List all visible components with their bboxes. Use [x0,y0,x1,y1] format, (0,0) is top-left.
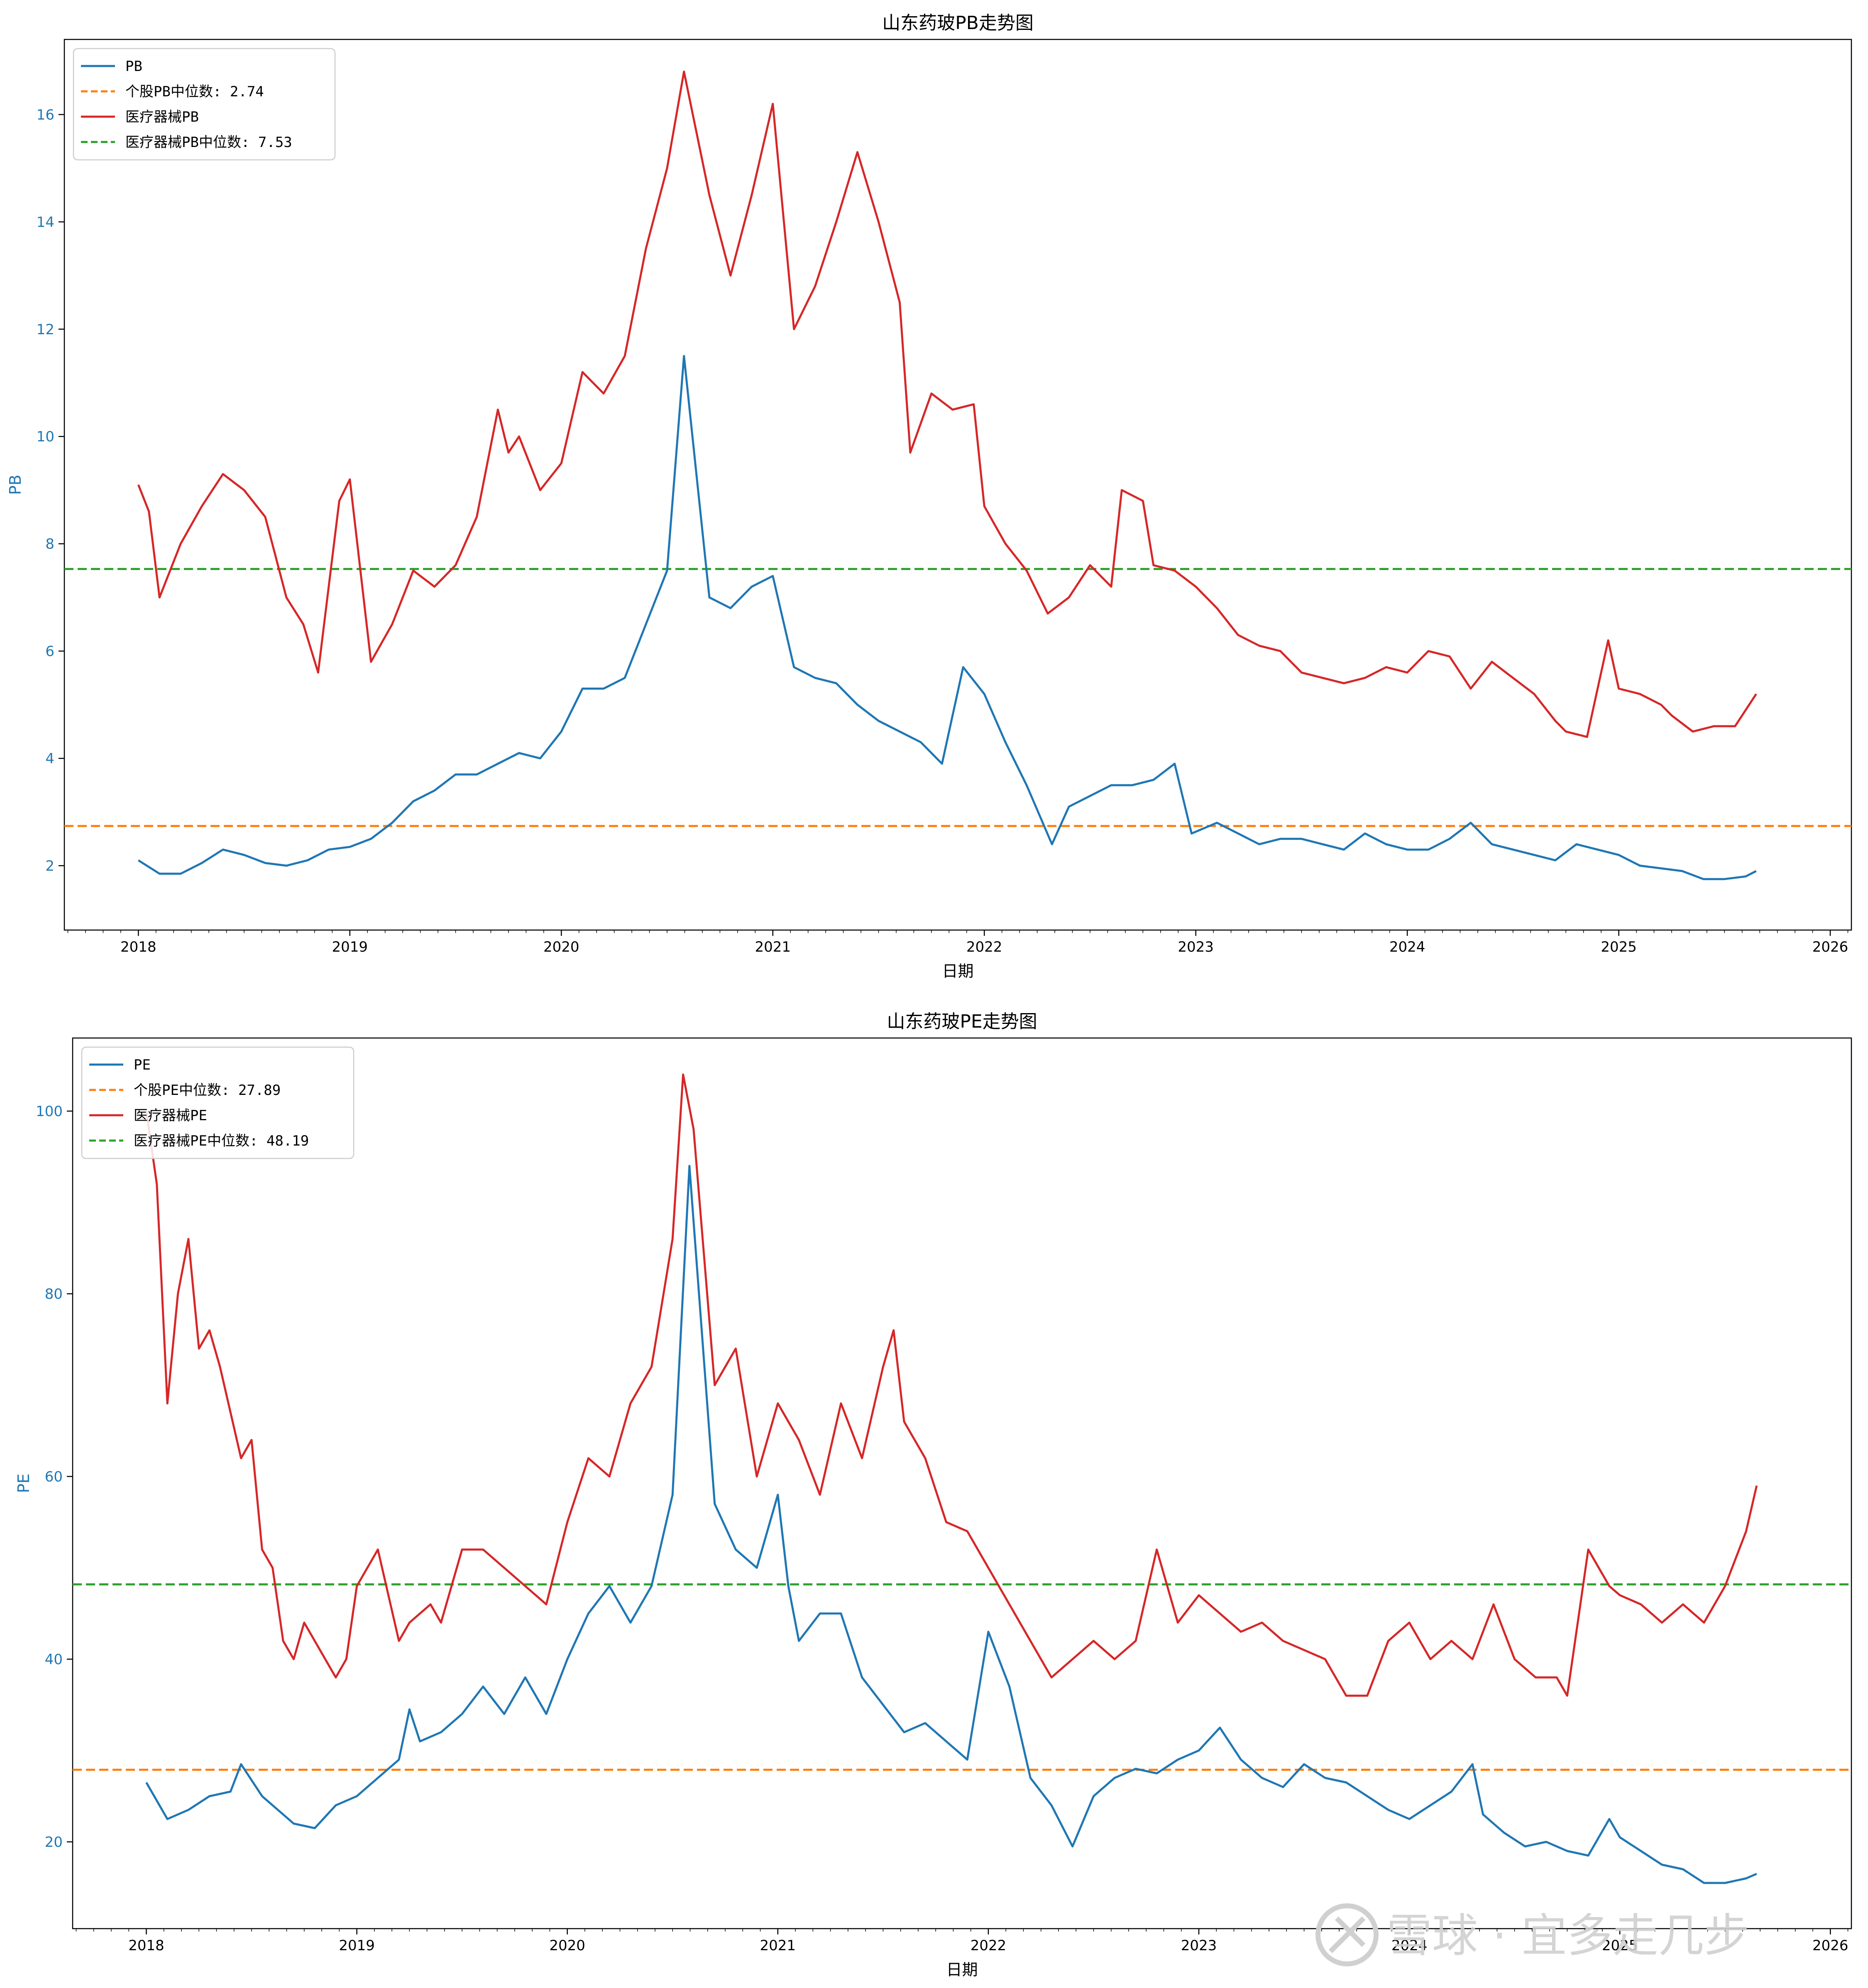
pb-x-tick-label: 2019 [332,939,368,955]
pb-x-tick-label: 2025 [1601,939,1637,955]
pe-x-tick-label: 2024 [1391,1937,1428,1954]
pb-chart: 山东药玻PB走势图 2018 2019 2020 2021 2022 2023 2024 20… [6,12,1852,980]
pe-series-lines [145,1073,1758,1884]
pb-y-axis-label: PB [6,475,24,495]
pe-x-tick-label: 2019 [339,1937,375,1954]
pe-x-axis-label: 日期 [946,1961,978,1979]
pe-series-line-1 [145,1073,1758,1697]
pe-legend: PE 个股PE中位数: 27.89 医疗器械PE 医疗器械PE中位数: 48.19 [81,1046,355,1159]
pe-legend-label: 医疗器械PE [134,1107,207,1124]
pe-plot-frame [72,1037,1852,1929]
pb-x-tick-label: 2022 [966,939,1002,955]
pe-x-tick-label: 2025 [1602,1937,1638,1954]
pe-legend-label: 个股PE中位数: 27.89 [134,1082,281,1099]
pb-x-axis-label: 日期 [942,962,973,980]
pb-series-line-0 [137,355,1757,880]
pe-x-tick-label: 2020 [549,1937,585,1954]
pe-x-tick-label: 2026 [1812,1937,1848,1954]
pe-x-tick-label: 2023 [1181,1937,1217,1954]
pe-x-tick-label: 2021 [760,1937,796,1954]
pb-x-tick-label: 2021 [755,939,791,955]
pb-y-tick-label: 12 [37,321,54,338]
pb-legend-label: 个股PB中位数: 2.74 [125,83,264,100]
pe-y-tick-label: 100 [36,1103,63,1120]
pe-chart: 山东药玻PE走势图 2018 2019 2020 2021 2022 2023 2024 20… [15,1011,1852,1979]
pb-legend: PB 个股PB中位数: 2.74 医疗器械PB 医疗器械PB中位数: 7.53 [73,48,336,161]
watermark-text: 雪球 · 宜多走几步 [1386,1909,1750,1962]
pb-series-line-1 [137,71,1757,738]
pb-plot-frame [64,39,1852,931]
pb-chart-title: 山东药玻PB走势图 [882,12,1034,34]
pb-y-tick-label: 14 [37,214,54,230]
pb-y-tick-label: 8 [45,536,54,553]
pe-x-tick-label: 2018 [128,1937,164,1954]
pe-x-tick-label: 2022 [971,1937,1007,1954]
pb-median-lines [64,568,1851,827]
pb-y-tick-label: 4 [45,751,54,767]
pe-legend-label: PE [134,1057,151,1073]
pe-y-tick-label: 20 [45,1834,63,1851]
pe-y-axis-label: PE [15,1474,33,1493]
pb-legend-box [73,48,336,161]
pe-legend-box [81,1046,355,1159]
pb-x-tick-label: 2026 [1812,939,1848,955]
pb-legend-label: 医疗器械PB中位数: 7.53 [125,134,292,151]
pb-y-tick-label: 6 [45,643,54,660]
pe-legend-label: 医疗器械PE中位数: 48.19 [134,1133,309,1149]
pe-y-tick-label: 60 [45,1469,63,1485]
pb-y-tick-label: 10 [37,428,54,445]
pe-y-tick-label: 40 [45,1651,63,1668]
pe-median-lines [73,1583,1851,1771]
pe-series-line-0 [145,1165,1757,1884]
watermark: 雪球 · 宜多走几步 [1315,1903,1750,1966]
pb-y-tick-label: 2 [45,858,54,874]
pb-x-tick-label: 2018 [120,939,156,955]
pb-y-tick-label: 16 [37,107,54,123]
pe-axis-ticks: 2018 2019 2020 2021 2022 2023 2024 2025 2026 20 40… [36,1103,1848,1954]
pb-x-tick-label: 2024 [1389,939,1425,955]
snowball-logo-icon [1315,1903,1379,1966]
pe-chart-title: 山东药玻PE走势图 [887,1011,1037,1032]
pb-legend-label: 医疗器械PB [125,109,199,125]
pb-x-tick-label: 2020 [543,939,579,955]
pb-axis-ticks: 2018 2019 2020 2021 2022 2023 2024 2025 2026 2 4 6 8… [37,107,1848,955]
pb-legend-label: PB [125,58,142,75]
pb-series-lines [137,71,1757,880]
pb-x-tick-label: 2023 [1178,939,1214,955]
pe-y-tick-label: 80 [45,1286,63,1302]
